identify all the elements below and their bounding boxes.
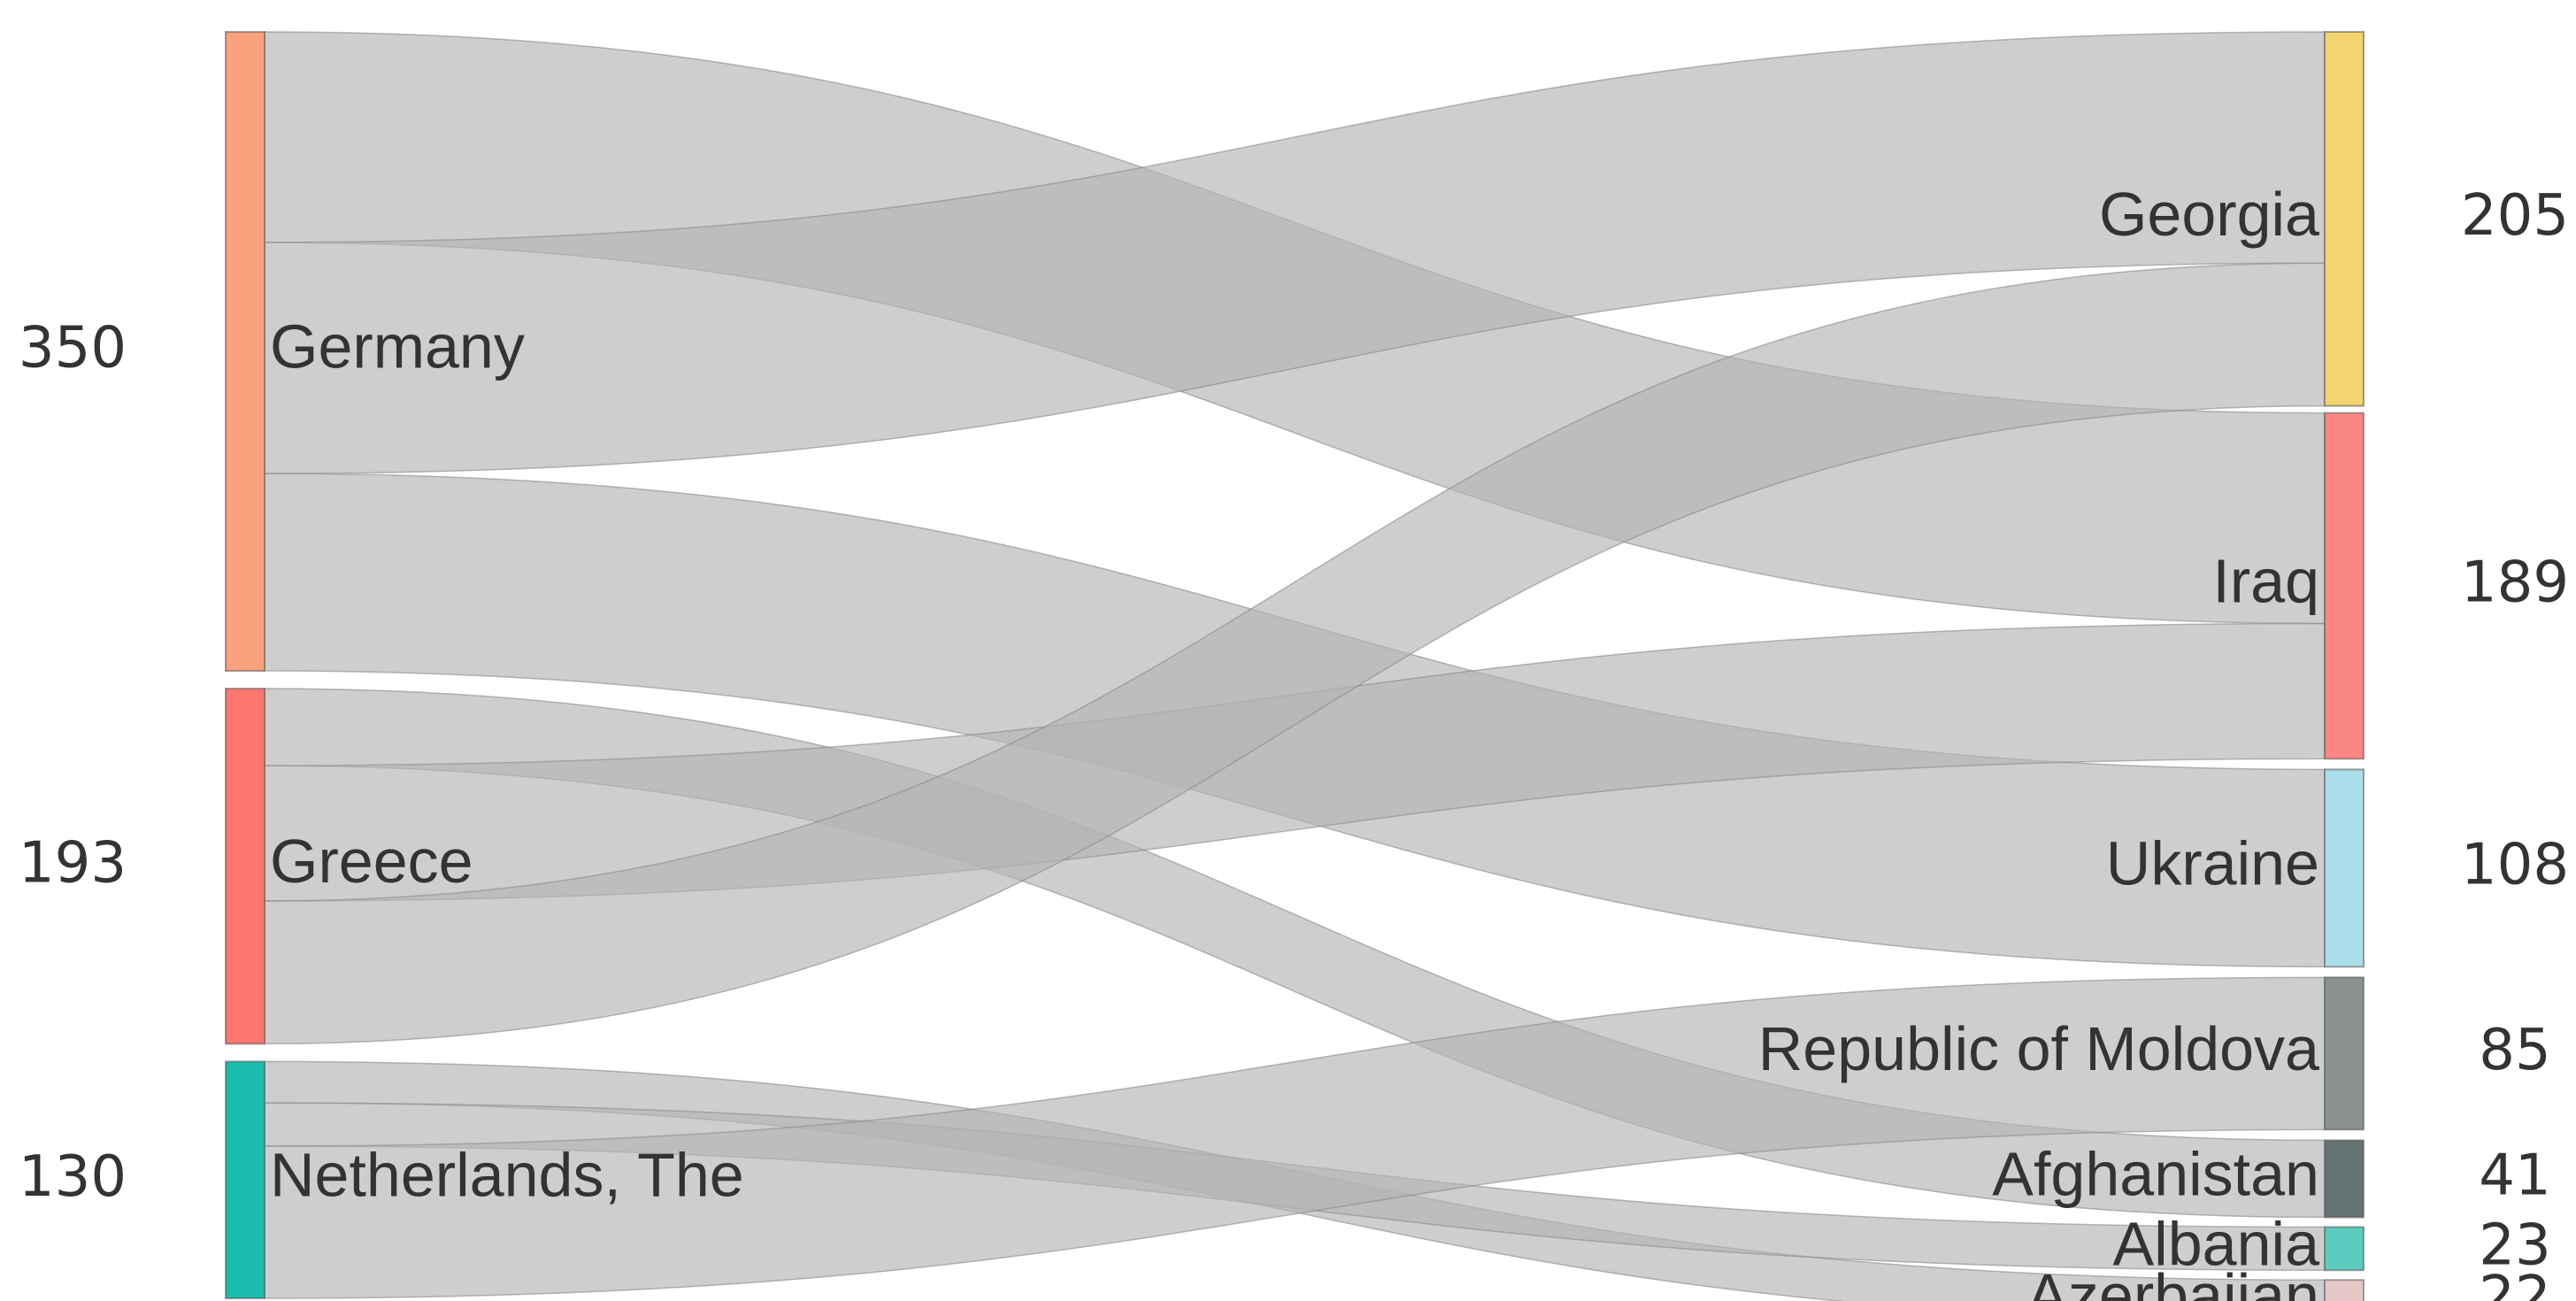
label-layer: Germany 350 Greece 193 Netherlands, The 130 Ge…: [19, 180, 2569, 1301]
node-target-republic-of-moldova[interactable]: [2324, 976, 2365, 1131]
target-label-ukraine: Ukraine: [2106, 828, 2319, 897]
node-target-azerbaijan[interactable]: [2324, 1279, 2365, 1301]
target-total-georgia: 205: [2461, 183, 2569, 249]
node-layer: [225, 31, 2365, 1301]
node-target-afghanistan[interactable]: [2324, 1139, 2365, 1219]
source-total-germany: 350: [19, 316, 127, 381]
target-total-azerbaijan: 22: [2479, 1265, 2550, 1301]
source-label-netherlands-the: Netherlands, The: [270, 1141, 744, 1210]
source-label-greece: Greece: [270, 827, 473, 896]
source-label-germany: Germany: [270, 312, 525, 381]
node-target-albania[interactable]: [2324, 1226, 2365, 1272]
target-total-afghanistan: 41: [2479, 1143, 2550, 1208]
node-source-netherlands-the[interactable]: [225, 1060, 265, 1299]
source-total-netherlands-the: 130: [19, 1144, 127, 1210]
target-label-iraq: Iraq: [2212, 546, 2319, 615]
node-target-iraq[interactable]: [2324, 412, 2365, 760]
node-target-georgia[interactable]: [2324, 31, 2365, 407]
node-source-germany[interactable]: [225, 31, 265, 673]
target-total-republic-of-moldova: 85: [2479, 1018, 2550, 1083]
target-label-albania: Albania: [2112, 1209, 2319, 1278]
target-total-iraq: 189: [2461, 550, 2569, 616]
node-source-greece[interactable]: [225, 688, 265, 1045]
target-total-ukraine: 108: [2461, 832, 2569, 897]
target-label-afghanistan: Afghanistan: [1992, 1139, 2319, 1208]
target-total-albania: 23: [2479, 1212, 2550, 1278]
source-total-greece: 193: [19, 830, 127, 896]
target-label-georgia: Georgia: [2099, 180, 2319, 249]
target-label-azerbaijan: Azerbaijan: [2026, 1261, 2319, 1301]
target-label-republic-of-moldova: Republic of Moldova: [1758, 1014, 2319, 1083]
node-target-ukraine[interactable]: [2324, 768, 2365, 968]
flow-layer: [264, 31, 2326, 1301]
